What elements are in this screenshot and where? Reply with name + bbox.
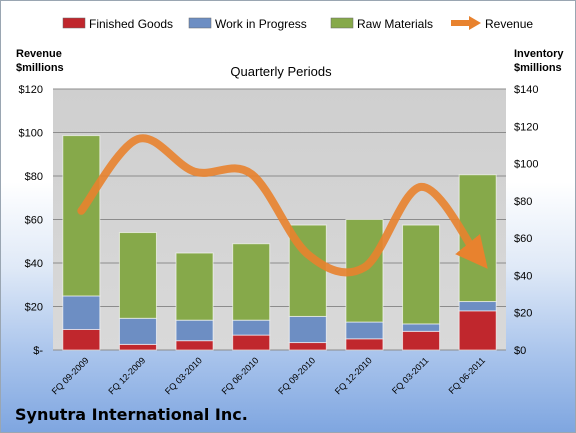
right-tick-label: $0 (514, 345, 526, 357)
chart-title: Quarterly Periods (230, 64, 332, 79)
legend-label: Work in Progress (215, 17, 307, 31)
left-axis-title-line2: $millions (16, 62, 64, 74)
right-axis-title-line2: $millions (514, 62, 562, 74)
legend-label: Finished Goods (89, 17, 173, 31)
right-tick-label: $40 (514, 270, 532, 282)
left-tick-label: $100 (19, 128, 43, 140)
x-tick-label: FQ 12-2009 (106, 355, 147, 396)
bar-segment-finished-goods (458, 310, 497, 351)
x-tick-label: FQ 09-2010 (276, 355, 317, 396)
x-tick-label: FQ 03-2010 (163, 355, 204, 396)
left-axis-ticks: $- $20 $40 $60 $80 $100 $120 (19, 84, 44, 357)
left-tick-label: $40 (25, 258, 43, 270)
right-tick-label: $60 (514, 233, 532, 245)
x-tick-label: FQ 12-2010 (333, 355, 374, 396)
bar-segment-work-in-progress (118, 317, 157, 345)
bar-segment-finished-goods (345, 338, 384, 351)
x-axis-ticks: FQ 09-2009 FQ 12-2009 FQ 03-2010 FQ 06-2010… (50, 355, 487, 396)
bar-segment-finished-goods (118, 343, 157, 351)
legend: Finished Goods Work in Progress Raw Materi… (62, 16, 533, 31)
left-tick-label: $20 (25, 302, 43, 314)
bar-segment-raw-materials (118, 232, 157, 319)
bar-segment-finished-goods (62, 328, 101, 351)
bar-segment-raw-materials (232, 243, 271, 321)
bar-segment-work-in-progress (458, 301, 497, 312)
legend-label: Raw Materials (357, 17, 433, 31)
bar-segment-work-in-progress (62, 295, 101, 330)
left-tick-label: $60 (25, 215, 43, 227)
right-tick-label: $80 (514, 196, 532, 208)
legend-swatch (330, 17, 354, 29)
bar-segment-work-in-progress (345, 321, 384, 340)
company-name: Synutra International Inc. (15, 405, 248, 424)
left-tick-label: $80 (25, 171, 43, 183)
x-tick-label: FQ 03-2011 (390, 355, 431, 396)
x-tick-label: FQ 06-2010 (220, 355, 261, 396)
bar-segment-finished-goods (175, 340, 214, 351)
legend-swatch (62, 17, 86, 29)
right-tick-label: $120 (514, 121, 538, 133)
bar-segment-finished-goods (402, 330, 441, 351)
bar-segment-work-in-progress (175, 319, 214, 342)
left-tick-label: $- (33, 345, 43, 357)
right-axis-ticks: $0 $20 $40 $60 $80 $100 $120 $140 (514, 84, 538, 357)
revenue-line (77, 134, 488, 277)
bar-segment-work-in-progress (288, 315, 327, 344)
bar-segment-work-in-progress (232, 319, 271, 336)
x-tick-label: FQ 06-2011 (447, 355, 488, 396)
legend-swatch (188, 17, 212, 29)
right-tick-label: $140 (514, 84, 538, 96)
right-tick-label: $20 (514, 308, 532, 320)
bar-segment-finished-goods (288, 342, 327, 351)
bar-segment-finished-goods (232, 334, 271, 351)
bar-segment-raw-materials (402, 224, 441, 325)
bar-segment-raw-materials (62, 135, 101, 297)
right-tick-label: $100 (514, 159, 538, 171)
x-tick-label: FQ 09-2009 (50, 355, 91, 396)
left-tick-label: $120 (19, 84, 43, 96)
right-axis-title-line1: Inventory (514, 48, 564, 60)
legend-label: Revenue (485, 17, 533, 31)
bar-segment-raw-materials (175, 252, 214, 321)
legend-arrow-icon (469, 16, 481, 30)
bars (62, 135, 497, 351)
left-axis-title-line1: Revenue (16, 48, 62, 60)
revenue-line-group (77, 134, 488, 277)
bar-segment-work-in-progress (402, 323, 441, 332)
